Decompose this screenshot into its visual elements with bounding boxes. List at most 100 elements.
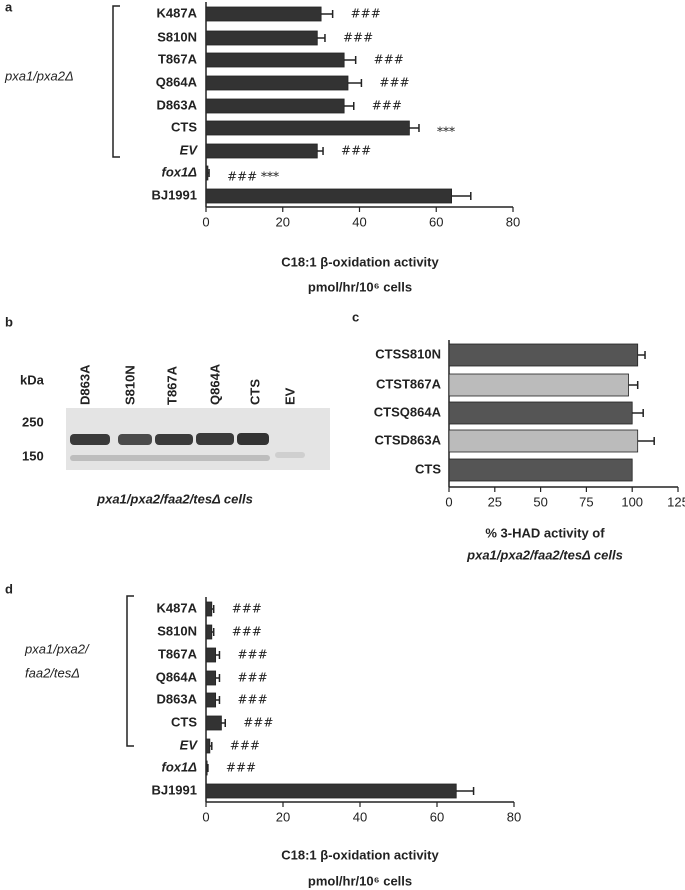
- annotation: ###: [351, 7, 381, 21]
- bar: [205, 98, 345, 114]
- annotation: ###: [230, 739, 260, 753]
- bar: [205, 692, 217, 708]
- x-axis-label: % 3-HAD activity of: [485, 525, 605, 540]
- x-tick-label: 125: [667, 494, 685, 509]
- unit-label: kDa: [20, 372, 45, 387]
- x-tick-label: 20: [276, 214, 290, 229]
- annotation: ***: [437, 125, 455, 139]
- x-tick-label: 50: [533, 494, 547, 509]
- bar: [205, 120, 410, 136]
- y-tick-label: CTS: [415, 461, 441, 476]
- bar: [205, 188, 453, 204]
- panel-label: b: [5, 314, 13, 329]
- bar: [205, 760, 208, 776]
- x-tick-label: 60: [429, 214, 443, 229]
- annotation: ###: [379, 76, 409, 90]
- y-tick-label: CTST867A: [376, 376, 442, 391]
- annotation: ###: [374, 53, 404, 67]
- bar: [448, 401, 633, 425]
- bar: [205, 165, 209, 181]
- panel-label: a: [5, 0, 13, 14]
- x-tick-label: 0: [202, 809, 209, 824]
- marker-label: 150: [22, 448, 44, 463]
- y-tick-label: Q864A: [156, 74, 198, 89]
- bar: [205, 647, 217, 663]
- x-tick-label: 75: [579, 494, 593, 509]
- bar: [205, 670, 217, 686]
- y-tick-label: fox1Δ: [162, 164, 198, 179]
- annotation: ###: [243, 716, 273, 730]
- annotation: ###: [237, 648, 267, 662]
- y-tick-label: S810N: [157, 623, 197, 638]
- panel-label: d: [5, 581, 13, 596]
- x-axis-label: C18:1 β-oxidation activity: [281, 847, 439, 862]
- y-tick-label: T867A: [158, 51, 198, 66]
- y-tick-label: D863A: [157, 97, 198, 112]
- bar: [448, 429, 639, 453]
- x-tick-label: 60: [430, 809, 444, 824]
- panel-label: c: [352, 309, 359, 324]
- x-axis-label: C18:1 β-oxidation activity: [281, 254, 439, 269]
- marker-label: 250: [22, 414, 44, 429]
- x-tick-label: 80: [507, 809, 521, 824]
- group-bracket: [112, 5, 120, 158]
- y-tick-label: CTS: [171, 119, 197, 134]
- x-tick-label: 0: [445, 494, 452, 509]
- bar: [205, 143, 318, 159]
- y-tick-label: Q864A: [156, 669, 198, 684]
- annotation: ###: [343, 31, 373, 45]
- y-tick-label: CTSD863A: [375, 432, 442, 447]
- lane-label: CTS: [247, 379, 262, 405]
- annotation: ###: [237, 693, 267, 707]
- group-bracket: [126, 595, 134, 747]
- x-tick-label: 100: [621, 494, 643, 509]
- annotation: ###: [237, 671, 267, 685]
- bar: [205, 783, 457, 799]
- x-axis-label: pmol/hr/10⁶ cells: [308, 279, 412, 294]
- x-axis-label: pmol/hr/10⁶ cells: [308, 873, 412, 888]
- bar: [205, 30, 318, 46]
- blot-image: [66, 408, 330, 470]
- y-tick-label: T867A: [158, 646, 198, 661]
- y-tick-label: BJ1991: [151, 782, 197, 797]
- lane-label: T867A: [164, 365, 179, 405]
- annotation: ###: [232, 602, 262, 616]
- bar: [205, 52, 345, 68]
- bar: [205, 75, 349, 91]
- x-tick-label: 40: [353, 809, 367, 824]
- lane-label: S810N: [122, 365, 137, 405]
- annotation: ###: [341, 144, 371, 158]
- annotation: ### ***: [227, 170, 279, 184]
- x-tick-label: 25: [488, 494, 502, 509]
- x-tick-label: 20: [276, 809, 290, 824]
- lane-label: Q864A: [207, 363, 222, 405]
- y-tick-label: BJ1991: [151, 187, 197, 202]
- x-tick-label: 0: [202, 214, 209, 229]
- bar: [448, 343, 639, 367]
- y-tick-label: CTS: [171, 714, 197, 729]
- annotation: ###: [226, 761, 256, 775]
- bar: [448, 373, 629, 397]
- y-tick-label: K487A: [157, 600, 198, 615]
- annotation: ###: [232, 625, 262, 639]
- y-tick-label: fox1Δ: [162, 759, 198, 774]
- y-tick-label: K487A: [157, 5, 198, 20]
- y-tick-label: D863A: [157, 691, 198, 706]
- x-axis-label: pxa1/pxa2/faa2/tesΔ cells: [466, 547, 623, 562]
- bar: [448, 458, 633, 482]
- bar: [205, 624, 213, 640]
- bar: [205, 738, 211, 754]
- group-label: pxa1/pxa2/: [24, 641, 90, 656]
- y-tick-label: S810N: [157, 29, 197, 44]
- bar: [205, 6, 322, 22]
- x-tick-label: 80: [506, 214, 520, 229]
- lane-labels: D863A S810N T867A Q864A CTS EV: [77, 363, 297, 405]
- y-tick-label: CTSS810N: [375, 346, 441, 361]
- y-tick-label: CTSQ864A: [374, 404, 442, 419]
- lane-label: D863A: [77, 364, 92, 405]
- y-tick-label: EV: [180, 737, 199, 752]
- y-tick-label: EV: [180, 142, 199, 157]
- lane-label: EV: [282, 387, 297, 405]
- bar: [205, 601, 213, 617]
